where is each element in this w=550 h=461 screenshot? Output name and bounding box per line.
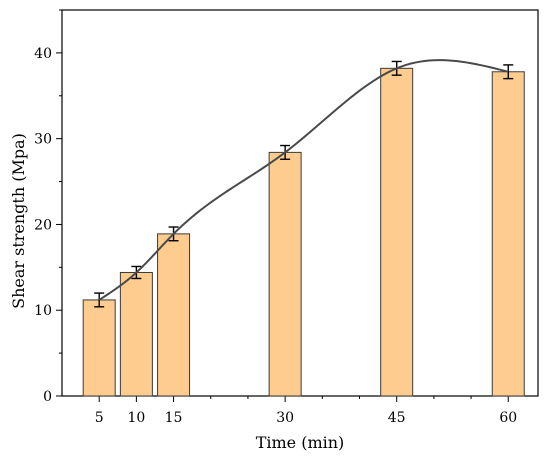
tick-labels: 0 10 20 30 40 5 10 15 30 45 60 (34, 46, 517, 426)
x-tick-label: 45 (388, 410, 406, 426)
fit-line (98, 59, 509, 301)
y-tick-label: 20 (34, 217, 52, 233)
error-bars (94, 60, 514, 308)
y-axis-title: Shear strength (Mpa) (9, 133, 28, 309)
bar (82, 299, 116, 397)
x-axis-title: Time (min) (256, 433, 345, 452)
x-tick-label: 10 (127, 410, 145, 426)
bar (491, 71, 525, 397)
bar (268, 151, 302, 397)
bar (380, 67, 414, 397)
y-tick-label: 30 (34, 132, 52, 148)
x-tick-label: 15 (165, 410, 183, 426)
bar (119, 271, 153, 397)
fit-line-group (98, 59, 509, 301)
y-tick-label: 10 (34, 303, 52, 319)
x-tick-label: 30 (276, 410, 294, 426)
y-tick-label: 40 (34, 46, 52, 62)
y-tick-label: 0 (43, 389, 52, 405)
bar (157, 233, 191, 397)
x-tick-label: 5 (95, 410, 104, 426)
bars (82, 67, 525, 397)
x-tick-label: 60 (499, 410, 517, 426)
